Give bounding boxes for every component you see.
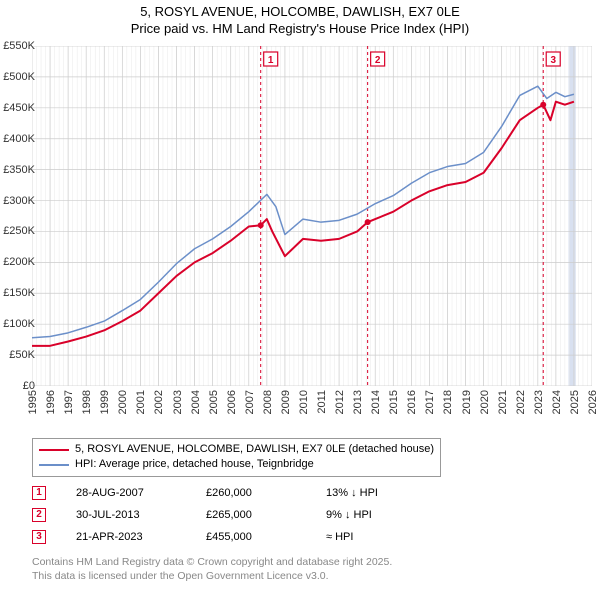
- x-tick-label: 2008: [262, 390, 274, 414]
- y-tick-label: £400K: [3, 133, 35, 145]
- x-tick-label: 2007: [244, 390, 256, 414]
- sale-row: 1 28-AUG-2007 £260,000 13% ↓ HPI: [32, 482, 436, 504]
- y-tick-label: £350K: [3, 164, 35, 176]
- x-tick-label: 2009: [280, 390, 292, 414]
- y-tick-label: £300K: [3, 195, 35, 207]
- x-tick-label: 2001: [135, 390, 147, 414]
- x-tick-label: 1997: [63, 390, 75, 414]
- x-tick-label: 2026: [587, 390, 599, 414]
- x-tick-label: 2020: [479, 390, 491, 414]
- legend-label: HPI: Average price, detached house, Teig…: [75, 457, 314, 472]
- x-tick-label: 2012: [334, 390, 346, 414]
- x-tick-label: 2006: [226, 390, 238, 414]
- attribution-line-1: Contains HM Land Registry data © Crown c…: [32, 556, 392, 570]
- x-tick-label: 2023: [533, 390, 545, 414]
- sales-table: 1 28-AUG-2007 £260,000 13% ↓ HPI 2 30-JUL-201…: [32, 482, 436, 548]
- x-tick-label: 2004: [190, 390, 202, 414]
- x-tick-label: 2003: [172, 390, 184, 414]
- legend: 5, ROSYL AVENUE, HOLCOMBE, DAWLISH, EX7 …: [32, 438, 441, 477]
- x-tick-label: 2025: [569, 390, 581, 414]
- y-tick-label: £250K: [3, 225, 35, 237]
- chart-plot-area: 1 2 3: [32, 46, 592, 386]
- x-tick-label: 2024: [551, 390, 563, 414]
- x-tick-label: 2005: [208, 390, 220, 414]
- attribution-line-2: This data is licensed under the Open Gov…: [32, 570, 392, 584]
- chart-container: 5, ROSYL AVENUE, HOLCOMBE, DAWLISH, EX7 …: [0, 0, 600, 590]
- sale-delta: 9% ↓ HPI: [326, 504, 436, 526]
- x-tick-label: 1996: [45, 390, 57, 414]
- sale-date: 21-APR-2023: [76, 526, 176, 548]
- attribution: Contains HM Land Registry data © Crown c…: [32, 556, 392, 583]
- x-tick-label: 1999: [99, 390, 111, 414]
- x-tick-label: 2017: [424, 390, 436, 414]
- sale-marker: 1: [32, 486, 46, 500]
- x-tick-label: 2013: [352, 390, 364, 414]
- x-tick-label: 2014: [370, 390, 382, 414]
- legend-swatch: [39, 464, 69, 466]
- x-tick-label: 2015: [388, 390, 400, 414]
- y-tick-label: £50K: [9, 349, 35, 361]
- sale-delta: 13% ↓ HPI: [326, 482, 436, 504]
- sale-row: 2 30-JUL-2013 £265,000 9% ↓ HPI: [32, 504, 436, 526]
- legend-swatch: [39, 449, 69, 451]
- x-tick-label: 2002: [153, 390, 165, 414]
- sale-price: £260,000: [206, 482, 296, 504]
- x-tick-label: 2019: [461, 390, 473, 414]
- x-tick-label: 2021: [497, 390, 509, 414]
- sale-marker: 3: [32, 530, 46, 544]
- x-tick-label: 2011: [316, 390, 328, 414]
- x-tick-label: 2000: [117, 390, 129, 414]
- y-tick-label: £550K: [3, 40, 35, 52]
- y-tick-label: £100K: [3, 318, 35, 330]
- chart-svg: 1 2 3: [32, 46, 592, 386]
- title-line-2: Price paid vs. HM Land Registry's House …: [0, 21, 600, 38]
- svg-text:1: 1: [268, 55, 274, 66]
- x-tick-label: 2018: [442, 390, 454, 414]
- legend-label: 5, ROSYL AVENUE, HOLCOMBE, DAWLISH, EX7 …: [75, 442, 434, 457]
- y-tick-label: £450K: [3, 102, 35, 114]
- sale-price: £455,000: [206, 526, 296, 548]
- svg-text:3: 3: [550, 55, 556, 66]
- sale-marker: 2: [32, 508, 46, 522]
- sale-price: £265,000: [206, 504, 296, 526]
- svg-text:2: 2: [375, 55, 381, 66]
- chart-title: 5, ROSYL AVENUE, HOLCOMBE, DAWLISH, EX7 …: [0, 0, 600, 38]
- x-tick-label: 1998: [81, 390, 93, 414]
- sale-row: 3 21-APR-2023 £455,000 ≈ HPI: [32, 526, 436, 548]
- legend-row: 5, ROSYL AVENUE, HOLCOMBE, DAWLISH, EX7 …: [39, 442, 434, 457]
- x-tick-label: 2010: [298, 390, 310, 414]
- y-tick-label: £500K: [3, 71, 35, 83]
- legend-row: HPI: Average price, detached house, Teig…: [39, 457, 434, 472]
- sale-date: 28-AUG-2007: [76, 482, 176, 504]
- x-tick-label: 1995: [27, 390, 39, 414]
- y-tick-label: £150K: [3, 287, 35, 299]
- x-tick-label: 2016: [406, 390, 418, 414]
- title-line-1: 5, ROSYL AVENUE, HOLCOMBE, DAWLISH, EX7 …: [0, 4, 600, 21]
- x-tick-label: 2022: [515, 390, 527, 414]
- sale-delta: ≈ HPI: [326, 526, 436, 548]
- y-tick-label: £200K: [3, 256, 35, 268]
- sale-date: 30-JUL-2013: [76, 504, 176, 526]
